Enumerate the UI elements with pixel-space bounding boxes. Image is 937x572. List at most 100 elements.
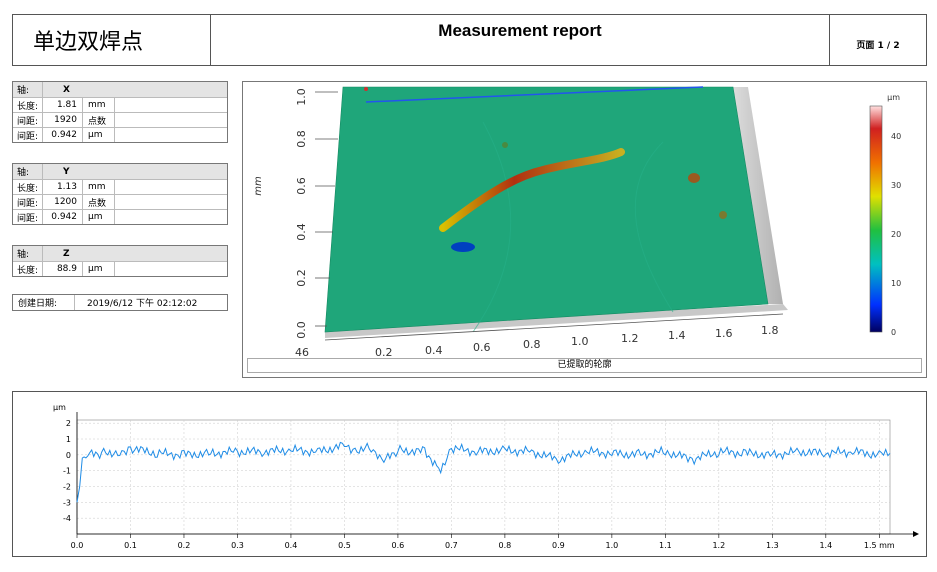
y-tick-label: 0.2 [295, 269, 308, 287]
creation-date-label: 创建日期: [13, 295, 75, 310]
field-unit: µm [83, 128, 115, 142]
axis-label: 轴: [13, 82, 43, 97]
surface-outline [324, 86, 769, 333]
colorbar-tick: 30 [891, 181, 901, 190]
profile-chart: 2 1 0 -1 -2 -3 -4 0.0 0.1 0.2 0.3 0.4 0.5 0.6 0.7 0.8 0… [12, 391, 927, 557]
y-tick-label: 1.0 [295, 88, 308, 106]
y-tick-label: 1 [66, 435, 71, 444]
x-tick-label: 0.6 [473, 341, 491, 354]
colorbar-tick: 40 [891, 132, 901, 141]
spatter-spot [688, 173, 700, 183]
x-tick-label: 0.9 [552, 541, 565, 550]
spatter-spot [719, 211, 727, 219]
field-value: 1200 [43, 195, 83, 209]
texture-line [472, 121, 512, 333]
y-tick-label: 2 [66, 419, 71, 428]
field-label: 间距: [13, 195, 43, 209]
field-label: 长度: [13, 262, 43, 276]
x-tick-label: 1.0 [571, 335, 589, 348]
weld-seam [439, 148, 625, 232]
field-label: 间距: [13, 210, 43, 224]
x-tick-label: 0.2 [375, 346, 393, 359]
x-tick-label: 0.7 [445, 541, 458, 550]
y-tick-label: 0.6 [295, 177, 308, 195]
field-value: 88.9 [43, 262, 83, 276]
profile-series-line [76, 441, 891, 503]
x-tick-label: 0.6 [392, 541, 405, 550]
page-indicator: 页面 1 / 2 [856, 41, 900, 51]
axis-label: 轴: [13, 246, 43, 261]
axis-label: 轴: [13, 164, 43, 179]
x-tick-label: 0.8 [499, 541, 512, 550]
field-value: 0.942 [43, 128, 83, 142]
profile-chart-svg: 2 1 0 -1 -2 -3 -4 0.0 0.1 0.2 0.3 0.4 0.5 0.6 0.7 0.8 0… [53, 403, 919, 550]
y-axis-label: mm [253, 176, 264, 196]
axis-y-table: 轴: Y 长度: 1.13 mm 间距: 1200 点数 间距: 0.942 µm [12, 163, 228, 225]
x-tick-label: 1.3 [766, 541, 779, 550]
weld-hole [451, 242, 475, 252]
report-header: 单边双焊点 Measurement report 页面 1 / 2 [12, 14, 927, 66]
surface-3d-svg: 1.0 0.8 0.6 0.4 0.2 0.0 mm 46 0.2 0.4 0.… [253, 86, 901, 359]
y-tick-label: -4 [63, 514, 71, 523]
x-tick-label: 0.1 [124, 541, 137, 550]
surface-plane [325, 87, 768, 332]
x-tick-label: 0.2 [178, 541, 191, 550]
x-tick-label: 1.4 [819, 541, 832, 550]
x-tick-label: 1.2 [712, 541, 725, 550]
spatter-spot [502, 142, 508, 148]
axis-name: Y [63, 166, 70, 177]
axis-x-table: 轴: X 长度: 1.81 mm 间距: 1920 点数 间距: 0.942 µm [12, 81, 228, 143]
view-caption: 已提取的轮廓 [247, 358, 922, 373]
profile-marker [364, 87, 368, 91]
y-tick-label: 0.4 [295, 223, 308, 241]
x-axis-arrow [913, 531, 919, 537]
axis-name: Z [63, 248, 70, 259]
y-tick-label: -3 [63, 498, 71, 507]
axis-name: X [63, 84, 70, 95]
y-unit-label: µm [53, 403, 66, 412]
x-tick-label: 1.4 [668, 329, 686, 342]
x-tick-label: 46 [295, 346, 309, 359]
x-tick-label: 0.3 [231, 541, 244, 550]
x-tick-label: 1.5 mm [864, 541, 895, 550]
x-tick-label: 0.4 [285, 541, 298, 550]
field-value: 1920 [43, 113, 83, 127]
front-wall [325, 304, 788, 338]
field-value: 0.942 [43, 210, 83, 224]
field-unit: µm [83, 210, 115, 224]
field-unit: µm [83, 262, 115, 276]
x-tick-label: 1.2 [621, 332, 639, 345]
field-label: 间距: [13, 128, 43, 142]
colorbar-tick: 20 [891, 230, 901, 239]
x-tick-label: 1.8 [761, 324, 779, 337]
creation-date-value: 2019/6/12 下午 02:12:02 [87, 299, 198, 309]
y-tick-label: 0.8 [295, 130, 308, 148]
x-axis-line [324, 313, 784, 341]
colorbar-tick: 10 [891, 279, 901, 288]
y-ticks: 2 1 0 -1 -2 -3 -4 [63, 419, 71, 523]
left-axis-ticks [315, 91, 338, 327]
colorbar-tick: 0 [891, 328, 896, 337]
y-tick-label: -1 [63, 467, 71, 476]
field-value: 1.13 [43, 180, 83, 194]
x-tick-label: 1.6 [715, 327, 733, 340]
field-unit: mm [83, 180, 115, 194]
report-subject: 单边双焊点 [13, 15, 211, 65]
y-tick-label: -2 [63, 483, 71, 492]
profile-line [365, 86, 704, 103]
y-tick-label: 0.0 [295, 321, 308, 339]
x-tick-label: 1.0 [606, 541, 619, 550]
x-ticks: 0.0 0.1 0.2 0.3 0.4 0.5 0.6 0.7 0.8 0.9 1.0 1.1 1.2 1… [71, 534, 895, 550]
axis-z-table: 轴: Z 长度: 88.9 µm [12, 245, 228, 277]
field-unit: 点数 [83, 113, 115, 127]
y-tick-label: 0 [66, 451, 71, 460]
colorbar-unit: µm [887, 93, 900, 102]
field-unit: mm [83, 98, 115, 112]
surface-3d-view: 1.0 0.8 0.6 0.4 0.2 0.0 mm 46 0.2 0.4 0.… [242, 81, 927, 378]
x-tick-label: 0.5 [338, 541, 351, 550]
x-tick-label: 0.0 [71, 541, 84, 550]
field-label: 间距: [13, 113, 43, 127]
field-value: 1.81 [43, 98, 83, 112]
right-wall [733, 87, 783, 304]
report-title: Measurement report [211, 15, 830, 65]
